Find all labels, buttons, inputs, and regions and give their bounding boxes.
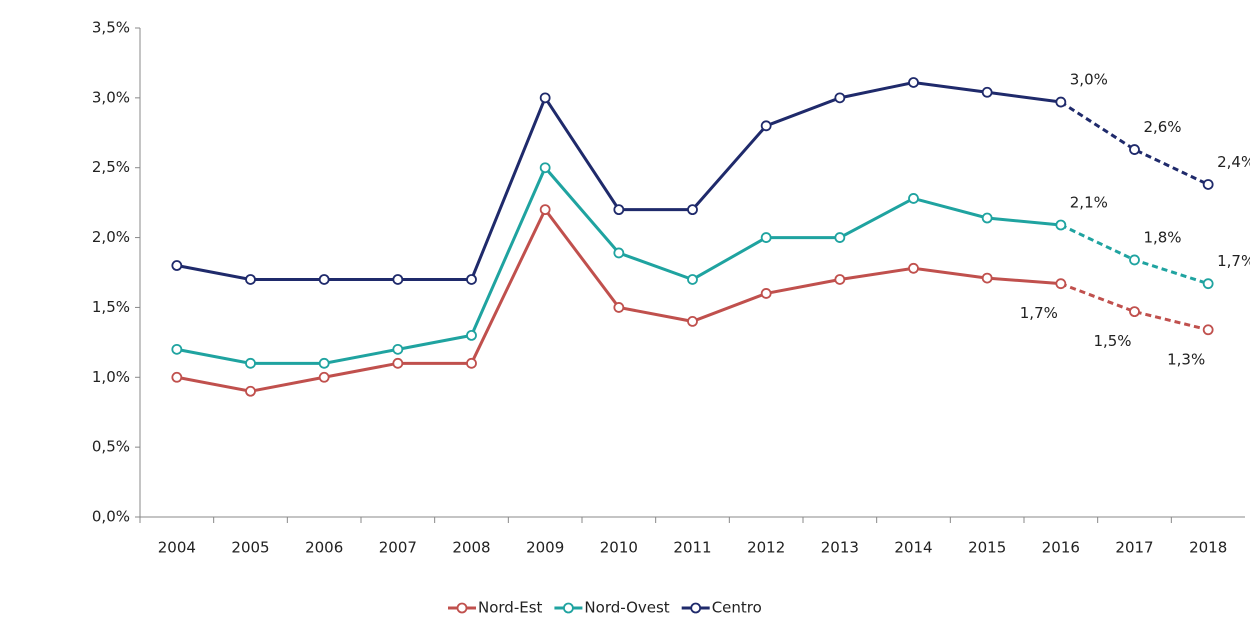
point-marker xyxy=(1129,254,1140,266)
point-marker xyxy=(392,343,404,355)
series-line xyxy=(176,164,1061,365)
legend-label: Centro xyxy=(712,599,762,617)
point-marker xyxy=(834,274,846,285)
legend-label: Nord-Ovest xyxy=(584,599,669,617)
x-tick-label: 2011 xyxy=(673,539,711,557)
point-marker xyxy=(687,274,698,285)
data-label: 2,4% xyxy=(1217,153,1250,171)
point-marker xyxy=(981,272,993,284)
x-tick-label: 2005 xyxy=(231,539,269,557)
point-marker xyxy=(171,343,183,355)
legend: Nord-Est Nord-Ovest Centro xyxy=(448,599,762,617)
point-marker xyxy=(539,162,551,174)
point-marker xyxy=(981,212,993,224)
data-label: 1,5% xyxy=(1093,332,1131,350)
point-marker xyxy=(613,247,625,259)
y-tick-label: 1,5% xyxy=(92,298,130,316)
point-marker xyxy=(1129,306,1140,318)
point-marker xyxy=(760,120,772,132)
point-marker xyxy=(318,274,330,285)
point-marker xyxy=(1055,219,1067,231)
point-marker xyxy=(908,262,919,274)
point-marker xyxy=(834,232,846,243)
point-marker xyxy=(1202,179,1214,190)
point-marker xyxy=(466,357,477,369)
series-line xyxy=(1060,100,1209,186)
point-marker xyxy=(1202,324,1214,336)
point-marker xyxy=(1055,278,1067,290)
point-marker xyxy=(687,204,698,216)
point-marker xyxy=(318,371,330,383)
x-tick-label: 2009 xyxy=(526,539,564,557)
point-marker xyxy=(1202,278,1214,290)
legend-label: Nord-Est xyxy=(478,599,543,617)
point-marker xyxy=(539,204,551,216)
legend-marker xyxy=(563,602,574,614)
point-marker xyxy=(1129,144,1140,155)
x-tick-label: 2016 xyxy=(1042,539,1080,557)
x-tick-label: 2018 xyxy=(1189,539,1227,557)
point-marker xyxy=(613,302,625,313)
point-marker xyxy=(392,357,404,369)
data-label: 1,3% xyxy=(1167,350,1205,368)
y-tick-label: 0,5% xyxy=(92,438,130,456)
x-tick-label: 2008 xyxy=(452,539,490,557)
series-line xyxy=(1060,223,1209,286)
point-marker xyxy=(613,204,625,216)
point-marker xyxy=(171,371,183,383)
point-marker xyxy=(392,274,404,285)
y-tick-label: 2,5% xyxy=(92,158,130,176)
data-label: 2,6% xyxy=(1143,118,1181,136)
point-marker xyxy=(908,77,919,88)
point-marker xyxy=(834,92,846,104)
point-marker xyxy=(466,274,477,285)
x-tick-label: 2014 xyxy=(894,539,932,557)
point-marker xyxy=(245,385,256,397)
y-tick-label: 2,0% xyxy=(92,228,130,246)
point-marker xyxy=(171,260,183,271)
legend-marker xyxy=(690,602,702,614)
x-tick-label: 2004 xyxy=(158,539,196,557)
point-marker xyxy=(760,288,772,299)
data-label: 1,7% xyxy=(1020,304,1058,322)
point-marker xyxy=(245,274,256,285)
point-marker xyxy=(981,86,993,98)
point-marker xyxy=(539,92,551,104)
y-tick-label: 3,5% xyxy=(92,19,130,37)
point-marker xyxy=(245,357,256,369)
point-marker xyxy=(466,329,477,341)
point-marker xyxy=(908,193,919,204)
x-tick-label: 2007 xyxy=(379,539,417,557)
y-tick-label: 1,0% xyxy=(92,368,130,386)
x-tick-label: 2012 xyxy=(747,539,785,557)
legend-marker xyxy=(456,602,468,614)
point-marker xyxy=(1055,96,1067,108)
x-tick-label: 2006 xyxy=(305,539,343,557)
y-tick-label: 3,0% xyxy=(92,88,130,106)
x-tick-label: 2015 xyxy=(968,539,1006,557)
point-marker xyxy=(760,232,772,243)
point-marker xyxy=(687,315,698,327)
y-tick-label: 0,0% xyxy=(92,508,130,526)
data-label: 1,8% xyxy=(1143,228,1181,246)
data-label: 1,7% xyxy=(1217,252,1250,270)
data-label: 3,0% xyxy=(1070,71,1108,89)
point-marker xyxy=(318,357,330,369)
x-tick-label: 2010 xyxy=(600,539,638,557)
x-tick-label: 2013 xyxy=(821,539,859,557)
data-label: 2,1% xyxy=(1070,193,1108,211)
x-tick-label: 2017 xyxy=(1115,539,1153,557)
